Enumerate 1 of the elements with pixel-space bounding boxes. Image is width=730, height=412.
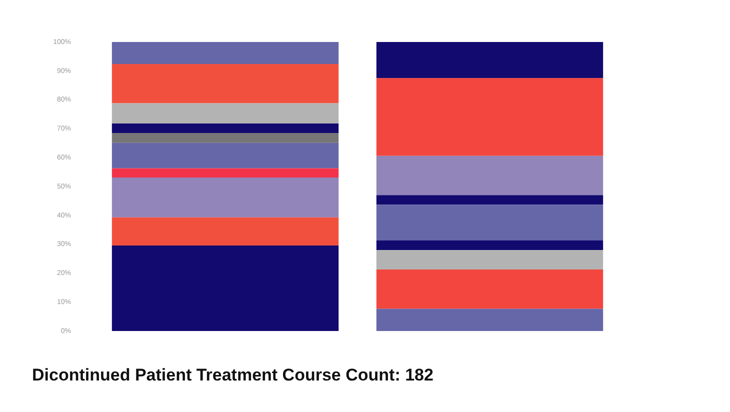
text: Dicontinued Patient Treatment Course Count: 182 bbox=[32, 366, 434, 385]
